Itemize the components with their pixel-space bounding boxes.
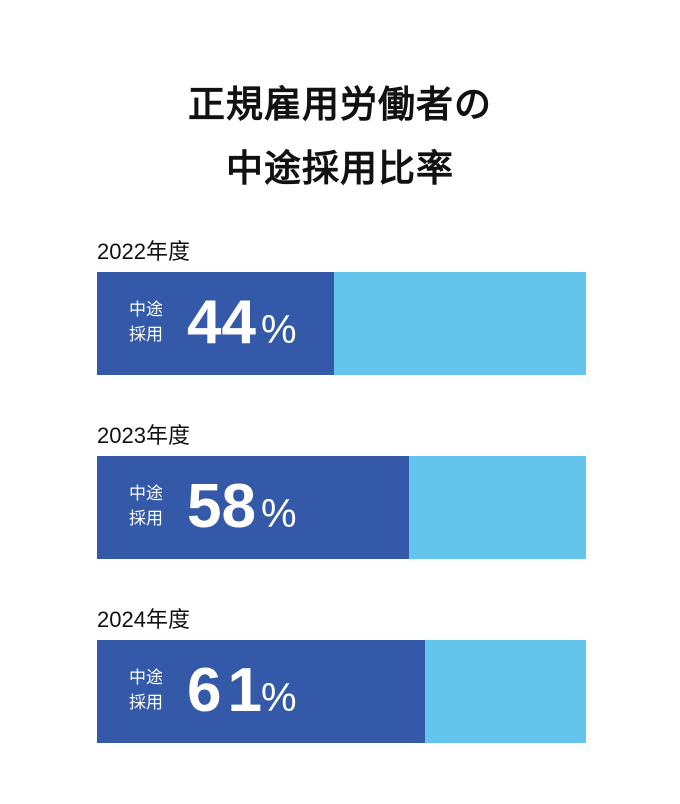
bar-fill-2024 <box>97 640 425 743</box>
chart-title-line2: 中途採用比率 <box>226 147 454 190</box>
bar-caption: 中途 採用 <box>129 668 163 713</box>
bar-unit: % <box>261 676 297 720</box>
bar-track-2022: 中途 採用 44 % <box>97 272 586 375</box>
bar-caption: 中途 採用 <box>129 484 163 529</box>
bar-fill-2023 <box>97 456 409 559</box>
bar-value: 58 <box>187 472 256 541</box>
bar-fill-2022 <box>97 272 334 375</box>
bar-value: 44 <box>187 288 256 357</box>
bar-value: 61 <box>187 656 268 725</box>
bar-unit: % <box>261 492 297 536</box>
year-label-2024: 2024年度 <box>97 607 190 632</box>
chart-title-line1: 正規雇用労働者の <box>188 83 492 126</box>
year-label-2023: 2023年度 <box>97 423 190 448</box>
year-label-2022: 2022年度 <box>97 239 190 264</box>
bar-caption: 中途 採用 <box>129 300 163 345</box>
bar-track-2024: 中途 採用 61 % <box>97 640 586 743</box>
bar-unit: % <box>261 308 297 352</box>
bar-track-2023: 中途 採用 58 % <box>97 456 586 559</box>
